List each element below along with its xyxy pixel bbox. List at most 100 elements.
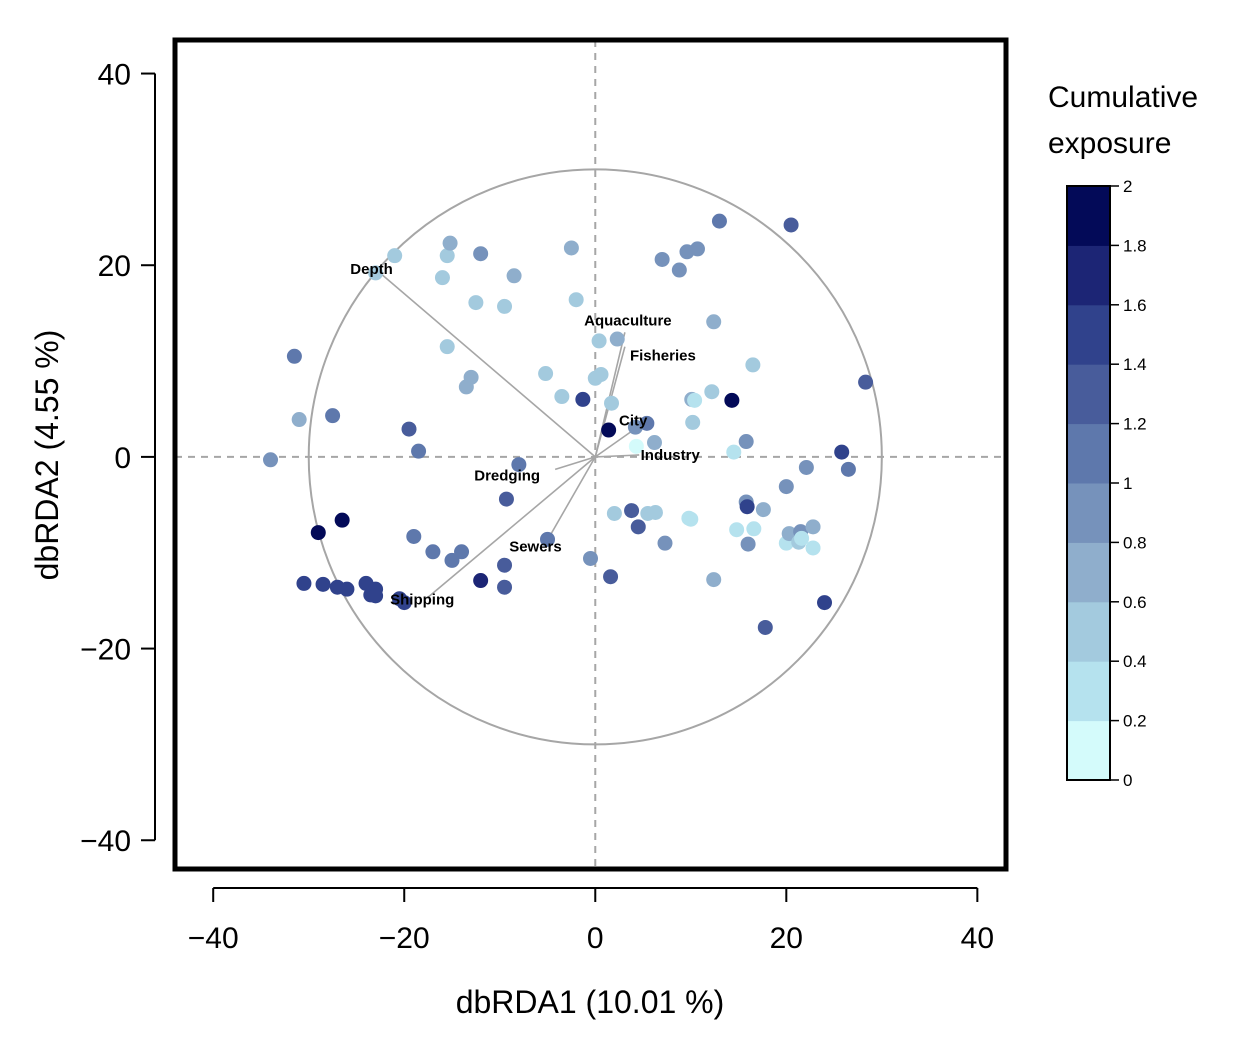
- x-tick-label: 20: [770, 922, 803, 955]
- data-point: [757, 619, 773, 635]
- data-point: [263, 452, 279, 468]
- data-point: [724, 392, 740, 408]
- y-tick-label: −40: [80, 825, 131, 858]
- data-point: [575, 391, 591, 407]
- data-point: [497, 557, 513, 573]
- data-point: [729, 522, 745, 538]
- data-point: [711, 213, 727, 229]
- y-tick-label: 0: [114, 442, 131, 475]
- data-point: [858, 374, 874, 390]
- data-point: [603, 569, 619, 585]
- legend-color-step: [1067, 304, 1110, 365]
- data-point: [798, 459, 814, 475]
- data-point: [685, 414, 701, 430]
- data-point: [704, 384, 720, 400]
- data-point: [740, 536, 756, 552]
- data-point: [540, 531, 556, 547]
- data-point: [325, 408, 341, 424]
- data-point: [368, 265, 384, 281]
- data-point: [387, 248, 403, 264]
- y-tick-label: 20: [98, 250, 131, 283]
- data-point: [609, 331, 625, 347]
- data-point: [442, 235, 458, 251]
- data-point: [368, 588, 384, 604]
- data-point: [755, 502, 771, 518]
- data-point: [310, 525, 326, 541]
- data-point: [454, 544, 470, 560]
- vector-line-sewers: [547, 456, 596, 539]
- x-tick-label: 40: [961, 922, 994, 955]
- data-point: [591, 333, 607, 349]
- data-point: [639, 415, 655, 431]
- data-point: [738, 434, 754, 450]
- legend-tick-label: 2: [1123, 177, 1132, 196]
- y-axis-title: dbRDA2 (4.55 %): [29, 330, 65, 581]
- data-point: [627, 419, 643, 435]
- legend-tick-label: 0.4: [1123, 652, 1147, 671]
- data-point: [805, 519, 821, 535]
- data-point: [840, 461, 856, 477]
- data-point: [538, 366, 554, 382]
- data-point: [683, 511, 699, 527]
- data-point: [604, 395, 620, 411]
- data-point: [511, 457, 527, 473]
- legend-tick-label: 1.2: [1123, 415, 1147, 434]
- x-tick-label: −20: [379, 922, 430, 955]
- data-point: [286, 348, 302, 364]
- data-point: [401, 421, 417, 437]
- data-point: [647, 504, 663, 520]
- legend-title-line-1: Cumulative: [1048, 81, 1198, 114]
- data-point: [334, 512, 350, 528]
- data-point: [706, 314, 722, 330]
- data-point: [671, 262, 687, 278]
- legend-color-step: [1067, 245, 1110, 306]
- correlation-circle: [307, 168, 883, 746]
- reference-lines: [175, 40, 1006, 869]
- data-point: [805, 540, 821, 556]
- data-point: [781, 526, 797, 542]
- plot-frame: [172, 37, 1009, 872]
- data-point: [834, 444, 850, 460]
- data-point: [624, 503, 640, 519]
- data-point: [296, 575, 312, 591]
- y-tick-label: 40: [98, 59, 131, 92]
- data-point: [554, 389, 570, 405]
- data-point: [411, 443, 427, 459]
- vector-label-shipping: Shipping: [390, 592, 454, 609]
- y-tick-label: −20: [80, 634, 131, 667]
- data-point: [783, 217, 799, 233]
- legend-tick-label: 1.6: [1123, 296, 1147, 315]
- x-tick-label: 0: [587, 922, 604, 955]
- data-point: [630, 519, 646, 535]
- data-point: [497, 579, 513, 595]
- data-point: [593, 366, 609, 382]
- legend-color-step: [1067, 423, 1110, 484]
- data-point: [646, 435, 662, 451]
- legend-color-step: [1067, 542, 1110, 603]
- data-point: [628, 438, 644, 454]
- legend-color-step: [1067, 601, 1110, 662]
- data-point: [606, 505, 622, 521]
- legend-title-line-2: exposure: [1048, 127, 1171, 160]
- data-point: [315, 576, 331, 592]
- x-axis-title: dbRDA1 (10.01 %): [456, 984, 725, 1020]
- data-point: [657, 535, 673, 551]
- vector-line-dredging: [554, 456, 596, 471]
- vector-line-depth: [376, 269, 596, 458]
- data-points: [263, 213, 874, 635]
- data-point: [739, 499, 755, 515]
- x-tick-label: −40: [188, 922, 239, 955]
- data-point: [468, 295, 484, 311]
- vector-line-shipping: [425, 456, 596, 600]
- vector-label-sewers: Sewers: [509, 538, 562, 555]
- y-axis: −40 −20 0 20 40: [80, 59, 156, 858]
- data-point: [339, 581, 355, 597]
- data-point: [568, 292, 584, 308]
- data-point: [439, 248, 455, 264]
- data-point: [463, 369, 479, 385]
- data-point: [817, 595, 833, 611]
- data-point: [497, 298, 513, 314]
- data-point: [444, 552, 460, 568]
- legend-tick-label: 1.8: [1123, 236, 1147, 255]
